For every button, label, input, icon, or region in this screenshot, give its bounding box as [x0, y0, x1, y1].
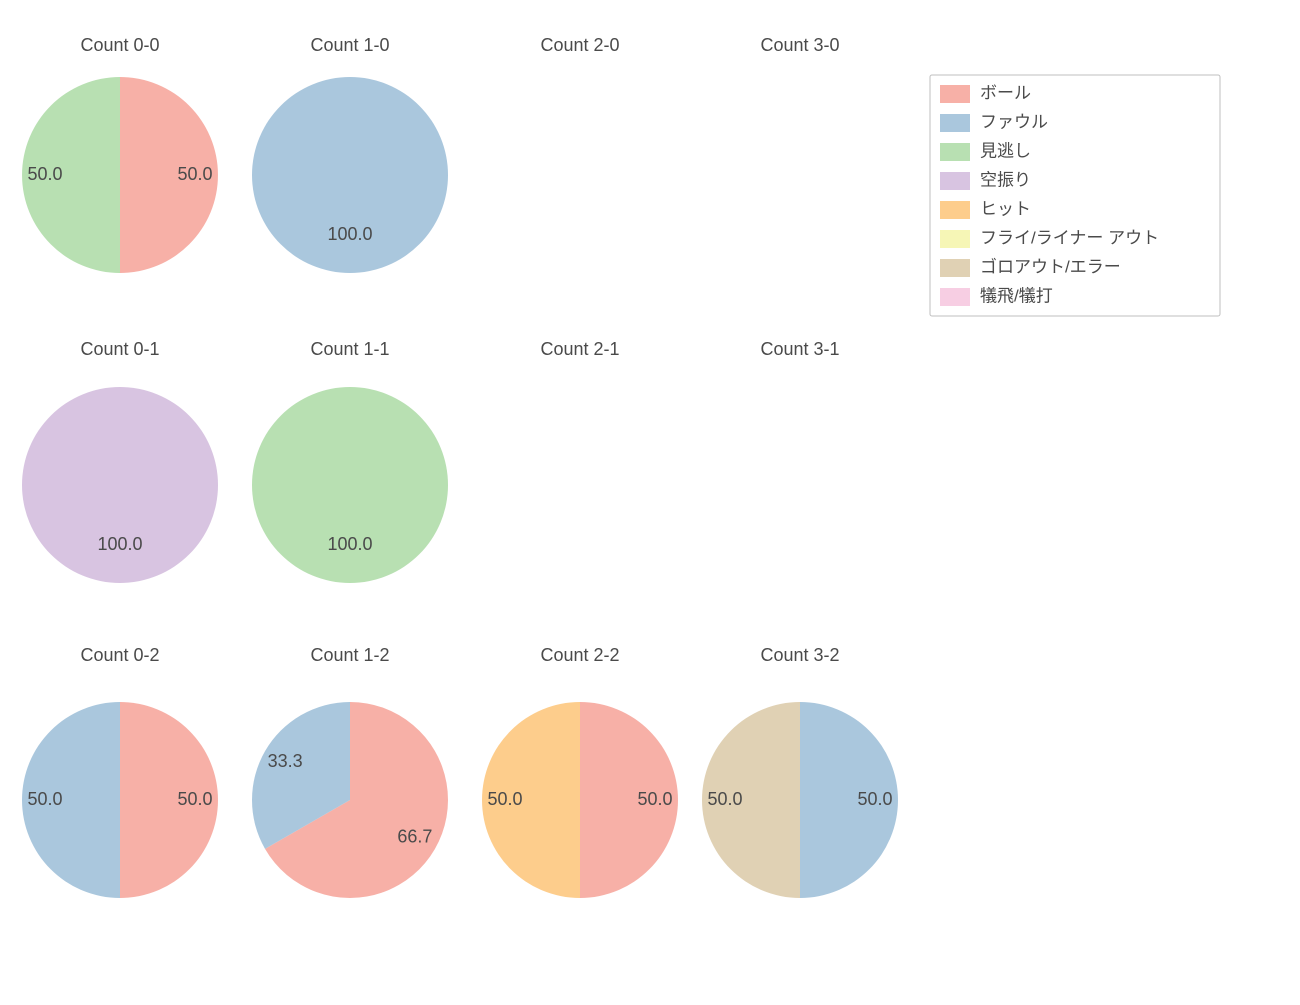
pie-value-label: 50.0 — [27, 164, 62, 184]
subplot-title: Count 0-0 — [80, 35, 159, 55]
pie-value-label: 100.0 — [97, 534, 142, 554]
subplot-title: Count 3-1 — [760, 339, 839, 359]
legend-label: ゴロアウト/エラー — [980, 256, 1121, 276]
pie-value-label: 50.0 — [637, 789, 672, 809]
legend-swatch — [940, 230, 970, 248]
subplot-title: Count 0-2 — [80, 645, 159, 665]
legend-label: 犠飛/犠打 — [980, 286, 1053, 305]
subplot-title: Count 2-2 — [540, 645, 619, 665]
pie-value-label: 100.0 — [327, 534, 372, 554]
pie-value-label: 100.0 — [327, 224, 372, 244]
pie-value-label: 66.7 — [397, 826, 432, 846]
legend-label: 見逃し — [980, 141, 1031, 160]
legend-box — [930, 75, 1220, 316]
legend-label: ヒット — [980, 199, 1031, 218]
legend-swatch — [940, 172, 970, 190]
legend-label: ファウル — [980, 112, 1048, 131]
pitch-count-grid: Count 0-0 50.0 50.0 Count 1-0 100.0 Count 2-0… — [0, 0, 1300, 1000]
chart-svg: Count 0-0 50.0 50.0 Count 1-0 100.0 Count 2-0… — [0, 0, 1300, 1000]
legend-swatch — [940, 288, 970, 306]
legend-swatch — [940, 143, 970, 161]
subplot-title: Count 0-1 — [80, 339, 159, 359]
subplot-title: Count 2-1 — [540, 339, 619, 359]
pie-value-label: 50.0 — [27, 789, 62, 809]
subplot-title: Count 1-2 — [310, 645, 389, 665]
legend-swatch — [940, 259, 970, 277]
pie-value-label: 33.3 — [268, 751, 303, 771]
pie-value-label: 50.0 — [857, 789, 892, 809]
pie-value-label: 50.0 — [487, 789, 522, 809]
legend-label: 空振り — [980, 170, 1031, 189]
subplot-title: Count 2-0 — [540, 35, 619, 55]
subplot-title: Count 3-0 — [760, 35, 839, 55]
subplot-title: Count 1-1 — [310, 339, 389, 359]
subplot-title: Count 3-2 — [760, 645, 839, 665]
legend-label: ボール — [980, 83, 1031, 102]
pie-value-label: 50.0 — [177, 164, 212, 184]
legend-swatch — [940, 85, 970, 103]
pie-value-label: 50.0 — [177, 789, 212, 809]
legend: ボールファウル見逃し空振りヒットフライ/ライナー アウトゴロアウト/エラー犠飛/… — [930, 75, 1220, 316]
legend-swatch — [940, 201, 970, 219]
legend-swatch — [940, 114, 970, 132]
subplot-title: Count 1-0 — [310, 35, 389, 55]
legend-label: フライ/ライナー アウト — [980, 228, 1159, 247]
pie-value-label: 50.0 — [707, 789, 742, 809]
